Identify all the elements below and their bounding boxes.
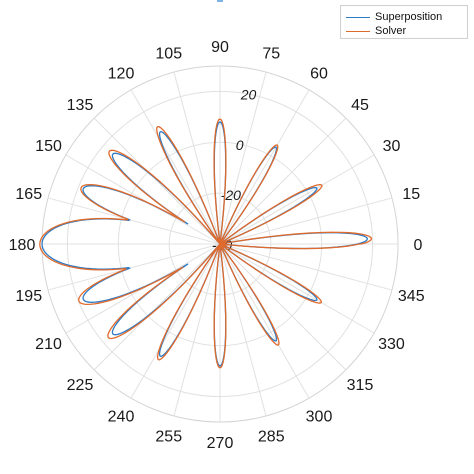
theta-tick-label-0: 0 — [414, 237, 423, 254]
grid-circle--20 — [168, 192, 272, 296]
toolbar-marker — [217, 0, 223, 2]
theta-tick-label-300: 300 — [306, 408, 333, 425]
spoke-75 — [219, 71, 267, 245]
theta-tick-label-345: 345 — [398, 288, 425, 305]
spoke-60 — [219, 89, 310, 245]
spoke-15 — [219, 197, 393, 245]
theta-tick-label-210: 210 — [35, 336, 62, 353]
legend-swatch-superposition — [346, 16, 370, 18]
spoke-165 — [47, 197, 221, 245]
spoke-45 — [219, 117, 347, 245]
spoke-135 — [93, 117, 221, 245]
theta-tick-label-45: 45 — [351, 97, 369, 114]
theta-tick-label-285: 285 — [258, 428, 285, 445]
spoke-105 — [173, 71, 221, 245]
theta-tick-label-60: 60 — [310, 66, 328, 83]
theta-tick-label-180: 180 — [9, 237, 36, 254]
theta-tick-label-15: 15 — [402, 186, 420, 203]
series-line-solver — [39, 118, 373, 369]
spoke-300 — [219, 243, 310, 399]
theta-tick-label-30: 30 — [383, 138, 401, 155]
spoke-225 — [93, 243, 221, 371]
grid-circle-20 — [66, 90, 374, 398]
grid-circle-0 — [117, 141, 323, 347]
legend-label-superposition: Superposition — [375, 11, 443, 23]
theta-tick-label-225: 225 — [67, 377, 94, 394]
theta-tick-label-75: 75 — [262, 46, 280, 63]
theta-tick-label-135: 135 — [67, 97, 94, 114]
theta-tick-label-255: 255 — [155, 428, 182, 445]
spoke-345 — [219, 243, 393, 291]
r-tick-label-0: 0 — [236, 137, 244, 153]
theta-tick-label-105: 105 — [155, 46, 182, 63]
theta-tick-label-240: 240 — [108, 408, 135, 425]
spoke-330 — [219, 243, 375, 334]
spoke-255 — [173, 243, 221, 417]
spoke-30 — [219, 154, 375, 245]
theta-tick-label-120: 120 — [108, 66, 135, 83]
theta-tick-label-270: 270 — [207, 435, 234, 452]
theta-tick-label-195: 195 — [15, 288, 42, 305]
legend-swatch-solver — [346, 30, 370, 32]
theta-tick-label-330: 330 — [378, 336, 405, 353]
legend-item-solver: Solver — [346, 24, 406, 38]
spoke-195 — [47, 243, 221, 291]
r-tick-label-20: 20 — [240, 87, 257, 103]
spoke-285 — [219, 243, 267, 417]
theta-tick-label-315: 315 — [347, 377, 374, 394]
r-tick-label--20: -20 — [221, 187, 241, 203]
spoke-240 — [130, 243, 221, 399]
legend[interactable]: Superposition Solver — [340, 5, 468, 39]
spoke-315 — [219, 243, 347, 371]
legend-item-superposition: Superposition — [346, 10, 442, 24]
legend-label-solver: Solver — [375, 25, 407, 37]
theta-tick-label-150: 150 — [35, 138, 62, 155]
theta-tick-label-165: 165 — [15, 186, 42, 203]
theta-tick-label-90: 90 — [211, 39, 229, 56]
spoke-120 — [130, 89, 221, 245]
spoke-150 — [65, 154, 221, 245]
